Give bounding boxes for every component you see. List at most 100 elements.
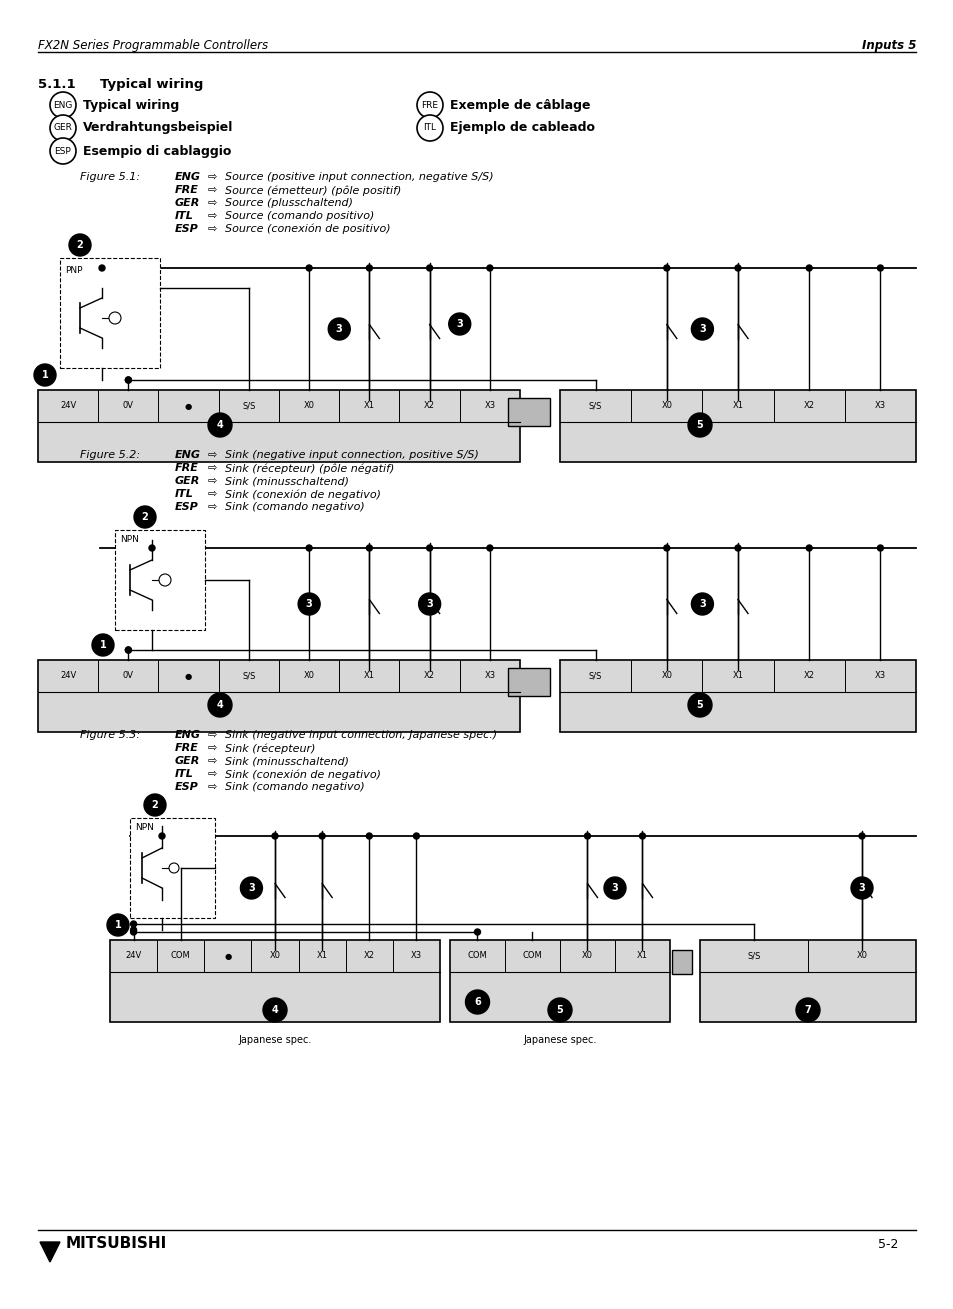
Text: Source (comando positivo): Source (comando positivo) [225, 211, 374, 221]
Text: COM: COM [522, 952, 542, 961]
Text: 7: 7 [803, 1005, 810, 1014]
Circle shape [240, 877, 262, 899]
Text: GER: GER [174, 476, 200, 486]
Text: GER: GER [174, 198, 200, 208]
Text: Typical wiring: Typical wiring [100, 79, 203, 92]
Text: ⇨: ⇨ [208, 198, 217, 208]
Text: X3: X3 [874, 672, 885, 681]
Text: ⇨: ⇨ [208, 224, 217, 234]
Circle shape [416, 92, 442, 118]
Text: X1: X1 [363, 672, 375, 681]
Circle shape [109, 312, 121, 325]
Circle shape [687, 414, 711, 437]
Circle shape [125, 647, 132, 653]
Circle shape [131, 922, 136, 927]
Text: ITL: ITL [174, 490, 193, 499]
Text: ESP: ESP [54, 147, 71, 156]
Text: ⇨: ⇨ [208, 476, 217, 486]
Circle shape [663, 264, 669, 271]
Text: ⇨: ⇨ [208, 757, 217, 766]
Text: 3: 3 [335, 325, 342, 334]
Text: Inputs 5: Inputs 5 [861, 38, 915, 51]
Bar [130, 818, 214, 918]
Text: 1: 1 [42, 370, 49, 380]
Text: S/S: S/S [242, 672, 255, 681]
Circle shape [133, 507, 156, 528]
Text: FRE: FRE [174, 463, 198, 473]
Circle shape [663, 545, 669, 551]
Circle shape [413, 833, 419, 839]
Text: ⇨: ⇨ [208, 463, 217, 473]
Circle shape [366, 545, 372, 551]
Circle shape [416, 115, 442, 141]
Circle shape [366, 833, 372, 839]
Text: X0: X0 [856, 952, 866, 961]
Circle shape [125, 377, 132, 384]
Text: X1: X1 [732, 402, 742, 411]
Circle shape [486, 545, 493, 551]
Text: 24V: 24V [125, 952, 142, 961]
Text: 24V: 24V [60, 402, 76, 411]
Text: X1: X1 [732, 672, 742, 681]
Circle shape [465, 990, 489, 1014]
Text: Figure 5.1:: Figure 5.1: [80, 171, 140, 182]
Circle shape [125, 647, 132, 653]
Circle shape [144, 795, 166, 816]
Bar [559, 390, 915, 462]
Text: 3: 3 [456, 319, 462, 329]
Circle shape [208, 692, 232, 717]
Text: ●: ● [185, 672, 193, 681]
Bar [450, 940, 669, 1022]
Text: 24V: 24V [60, 672, 76, 681]
Text: ITL: ITL [174, 211, 193, 221]
Text: 4: 4 [216, 420, 223, 429]
Text: Sink (minusschaltend): Sink (minusschaltend) [225, 476, 349, 486]
Text: 3: 3 [699, 600, 705, 609]
Polygon shape [40, 1242, 60, 1262]
Text: Figure 5.2:: Figure 5.2: [80, 450, 140, 459]
Bar [38, 660, 519, 732]
Circle shape [805, 264, 811, 271]
Text: Source (positive input connection, negative S/S): Source (positive input connection, negat… [225, 171, 493, 182]
Text: X3: X3 [874, 402, 885, 411]
Text: COM: COM [171, 952, 191, 961]
Circle shape [91, 634, 113, 656]
Circle shape [306, 545, 312, 551]
Text: X2: X2 [802, 402, 814, 411]
Bar [559, 660, 915, 732]
Text: 3: 3 [611, 884, 618, 893]
Text: 4: 4 [216, 700, 223, 709]
Text: S/S: S/S [242, 402, 255, 411]
Circle shape [366, 264, 372, 271]
Circle shape [734, 264, 740, 271]
Text: ⇨: ⇨ [208, 490, 217, 499]
Text: 1: 1 [99, 640, 107, 651]
Circle shape [877, 264, 882, 271]
Text: ITL: ITL [174, 768, 193, 779]
Circle shape [69, 234, 91, 257]
Circle shape [805, 545, 811, 551]
Circle shape [418, 593, 440, 615]
Circle shape [691, 593, 713, 615]
Circle shape [306, 264, 312, 271]
Text: ENG: ENG [174, 730, 201, 740]
Text: ⇨: ⇨ [208, 450, 217, 459]
Text: MITSUBISHI: MITSUBISHI [66, 1237, 167, 1251]
Circle shape [877, 545, 882, 551]
Text: X0: X0 [581, 952, 593, 961]
Text: ●: ● [224, 952, 232, 961]
Circle shape [149, 545, 154, 551]
Text: Exemple de câblage: Exemple de câblage [450, 98, 590, 111]
Text: NPN: NPN [135, 823, 153, 833]
Circle shape [208, 414, 232, 437]
Text: ⇨: ⇨ [208, 744, 217, 753]
Text: Sink (récepteur) (pôle négatif): Sink (récepteur) (pôle négatif) [225, 463, 394, 474]
Text: Source (plusschaltend): Source (plusschaltend) [225, 198, 353, 208]
Text: ESP: ESP [174, 781, 198, 792]
Text: X3: X3 [411, 952, 421, 961]
Circle shape [426, 545, 432, 551]
Bar [700, 940, 915, 1022]
Text: 2: 2 [152, 800, 158, 810]
Text: X0: X0 [660, 672, 672, 681]
Bar [671, 950, 691, 974]
